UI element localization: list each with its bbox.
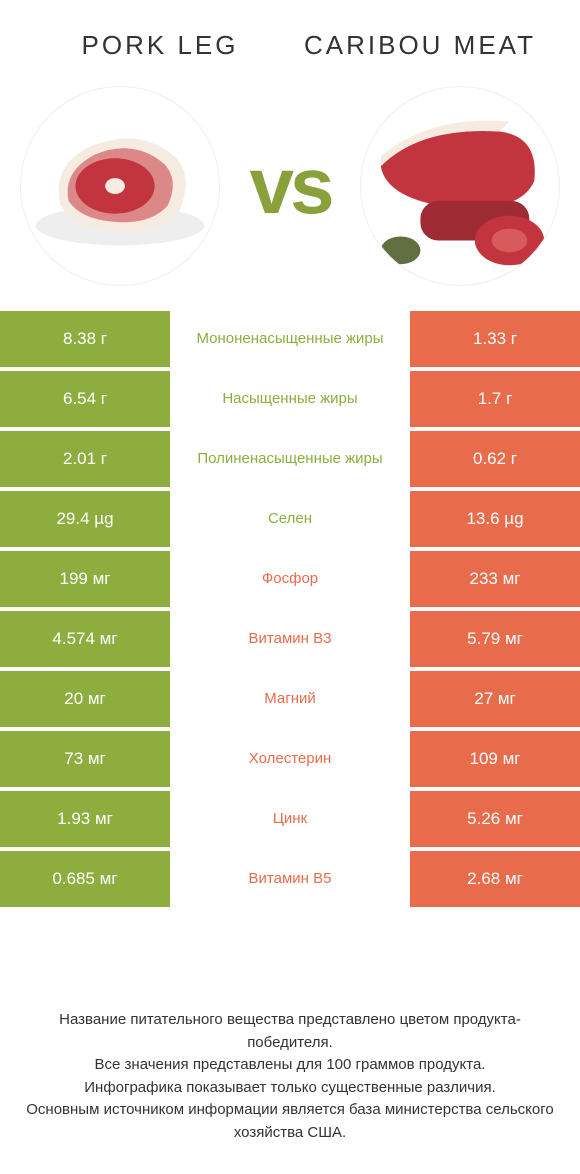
right-value: 5.79 мг [410,611,580,667]
nutrient-label: Мононенасыщенные жиры [170,311,410,367]
footer: Название питательного вещества представл… [0,1009,580,1144]
left-value: 73 мг [0,731,170,787]
title-left: Pork leg [30,30,290,61]
table-row: 29.4 µg Селен 13.6 µg [0,491,580,547]
nutrient-label: Холестерин [170,731,410,787]
title-right: Caribou meat [290,30,550,61]
vs-label: vs [250,140,331,232]
footer-line: Основным источником информации является … [20,1099,560,1144]
nutrient-label: Полиненасыщенные жиры [170,431,410,487]
nutrient-label: Насыщенные жиры [170,371,410,427]
right-value: 13.6 µg [410,491,580,547]
images-row: vs [0,61,580,291]
table-row: 6.54 г Насыщенные жиры 1.7 г [0,371,580,427]
table-row: 4.574 мг Витамин B3 5.79 мг [0,611,580,667]
right-value: 2.68 мг [410,851,580,907]
nutrient-label: Витамин B3 [170,611,410,667]
right-value: 109 мг [410,731,580,787]
left-value: 1.93 мг [0,791,170,847]
left-value: 2.01 г [0,431,170,487]
nutrient-label: Цинк [170,791,410,847]
left-value: 0.685 мг [0,851,170,907]
right-value: 27 мг [410,671,580,727]
nutrient-label: Витамин B5 [170,851,410,907]
left-value: 199 мг [0,551,170,607]
left-value: 8.38 г [0,311,170,367]
footer-line: Инфографика показывает только существенн… [20,1077,560,1100]
caribou-meat-image [360,86,560,286]
footer-line: Название питательного вещества представл… [20,1009,560,1054]
footer-line: Все значения представлены для 100 граммо… [20,1054,560,1077]
right-value: 1.7 г [410,371,580,427]
table-row: 2.01 г Полиненасыщенные жиры 0.62 г [0,431,580,487]
right-value: 1.33 г [410,311,580,367]
table-row: 0.685 мг Витамин B5 2.68 мг [0,851,580,907]
left-value: 29.4 µg [0,491,170,547]
left-value: 4.574 мг [0,611,170,667]
table-row: 20 мг Магний 27 мг [0,671,580,727]
right-value: 233 мг [410,551,580,607]
left-value: 20 мг [0,671,170,727]
table-row: 199 мг Фосфор 233 мг [0,551,580,607]
table-row: 73 мг Холестерин 109 мг [0,731,580,787]
table-row: 8.38 г Мононенасыщенные жиры 1.33 г [0,311,580,367]
table-row: 1.93 мг Цинк 5.26 мг [0,791,580,847]
right-value: 5.26 мг [410,791,580,847]
header: Pork leg Caribou meat [0,0,580,61]
nutrient-table: 8.38 г Мононенасыщенные жиры 1.33 г 6.54… [0,311,580,907]
nutrient-label: Фосфор [170,551,410,607]
right-value: 0.62 г [410,431,580,487]
left-value: 6.54 г [0,371,170,427]
nutrient-label: Магний [170,671,410,727]
nutrient-label: Селен [170,491,410,547]
pork-leg-image [20,86,220,286]
